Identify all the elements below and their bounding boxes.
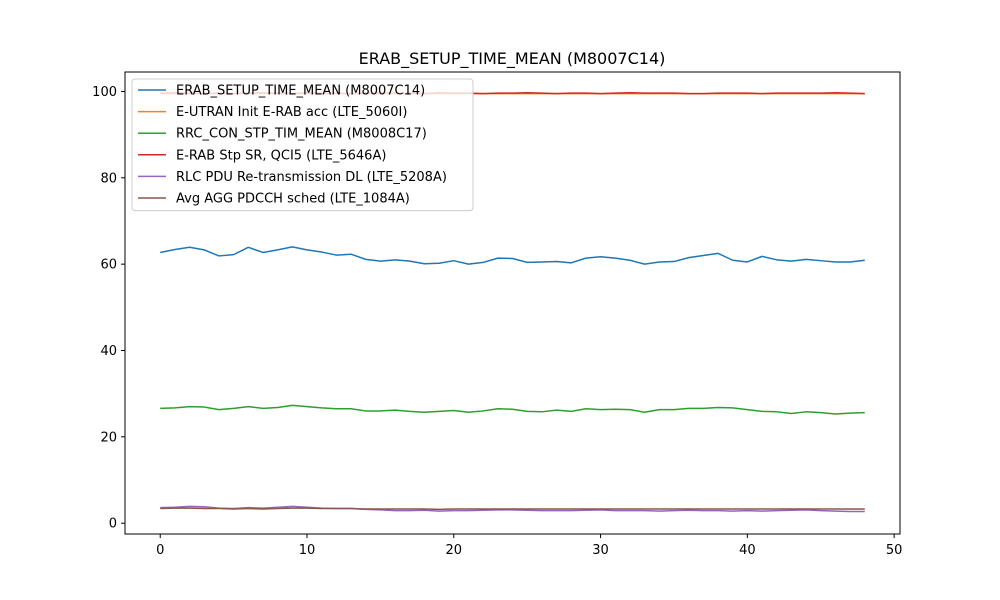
series-line-4 [160,505,865,513]
chart-title: ERAB_SETUP_TIME_MEAN (M8007C14) [359,49,666,69]
legend-item: E-UTRAN Init E-RAB acc (LTE_5060I) [138,105,407,120]
x-tick-label: 20 [446,543,463,558]
y-tick-label: 100 [92,85,117,100]
legend-item: Avg AGG PDCCH sched (LTE_1084A) [138,192,410,207]
series-line-2 [160,404,865,415]
x-tick-label: 0 [156,543,164,558]
legend-label: RRC_CON_STP_TIM_MEAN (M8008C17) [176,127,427,142]
x-tick-label: 50 [886,543,903,558]
legend-item: ERAB_SETUP_TIME_MEAN (M8007C14) [138,84,425,99]
y-tick-label: 60 [100,258,117,273]
axes-frame [124,71,901,535]
x-axis: 0 10 20 30 40 50 [156,534,902,558]
y-tick-label: 0 [109,517,117,532]
x-tick-label: 30 [592,543,609,558]
x-tick-label: 10 [299,543,316,558]
legend-box [131,78,474,212]
legend-label: E-RAB Stp SR, QCI5 (LTE_5646A) [176,148,386,163]
legend-label: Avg AGG PDCCH sched (LTE_1084A) [176,192,410,207]
legend-label: ERAB_SETUP_TIME_MEAN (M8007C14) [176,84,425,99]
legend-label: E-UTRAN Init E-RAB acc (LTE_5060I) [176,105,407,120]
y-axis: 0 20 40 60 80 100 [92,85,125,532]
x-tick-label: 40 [739,543,756,558]
legend-item: E-RAB Stp SR, QCI5 (LTE_5646A) [138,148,386,163]
series-line-5 [160,507,865,511]
legend: ERAB_SETUP_TIME_MEAN (M8007C14) E-UTRAN I… [131,78,474,212]
legend-label: RLC PDU Re-transmission DL (LTE_5208A) [176,170,447,185]
series-line-0 [160,246,865,265]
y-tick-label: 20 [100,430,117,445]
y-tick-label: 40 [100,344,117,359]
y-tick-label: 80 [100,171,117,186]
legend-item: RRC_CON_STP_TIM_MEAN (M8008C17) [138,127,427,142]
legend-item: RLC PDU Re-transmission DL (LTE_5208A) [138,170,447,185]
